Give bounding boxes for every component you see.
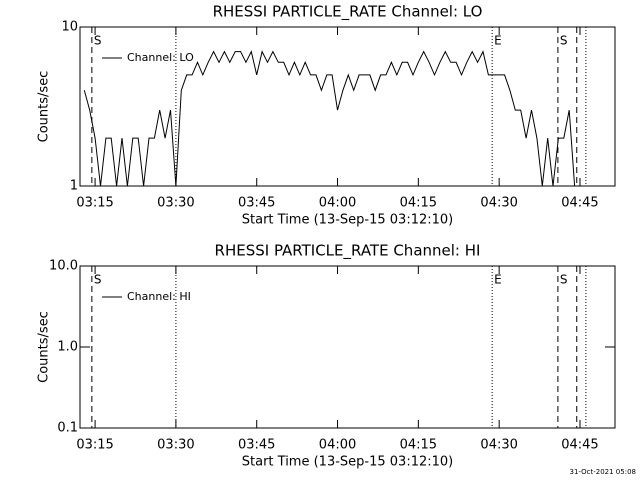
x-tick-label: 04:15 (400, 196, 437, 211)
y-axis-label: Counts/sec (37, 311, 52, 383)
x-tick-label: 03:15 (76, 438, 113, 453)
chart-title: RHESSI PARTICLE_RATE Channel: HI (215, 242, 481, 261)
footer: 31-Oct-2021 05:08 (570, 468, 636, 476)
x-tick-label: 03:30 (157, 438, 194, 453)
y-tick-label: 1 (70, 179, 78, 194)
event-label: S (560, 34, 568, 48)
event-label: S (94, 34, 102, 48)
x-tick-label: 04:15 (400, 438, 437, 453)
x-tick-label: 04:30 (480, 196, 517, 211)
legend-label: Channel: LO (127, 51, 194, 64)
y-tick-label: 1.0 (57, 340, 78, 355)
y-axis-label: Counts/sec (37, 71, 52, 143)
data-line (83, 50, 576, 187)
plot-frame (79, 26, 616, 187)
x-tick-label: 03:30 (157, 196, 194, 211)
x-tick-label: 04:30 (480, 438, 517, 453)
x-tick-label: 04:00 (319, 438, 356, 453)
x-axis-label: Start Time (13-Sep-15 03:12:10) (242, 455, 453, 470)
chart-title: RHESSI PARTICLE_RATE Channel: LO (213, 3, 483, 22)
x-axis-label: Start Time (13-Sep-15 03:12:10) (242, 213, 453, 228)
x-tick-label: 03:15 (76, 196, 113, 211)
event-label: E (494, 273, 502, 287)
x-tick-label: 04:45 (561, 196, 598, 211)
event-label: S (560, 273, 568, 287)
y-tick-label: 10 (61, 20, 78, 35)
legend-label: Channel: HI (127, 290, 191, 303)
x-tick-label: 03:45 (238, 196, 275, 211)
y-tick-label: 0.1 (57, 421, 78, 436)
event-label: S (94, 273, 102, 287)
event-label: E (494, 34, 502, 48)
x-tick-label: 04:00 (319, 196, 356, 211)
y-tick-label: 10.0 (49, 259, 78, 274)
x-tick-label: 03:45 (238, 438, 275, 453)
x-tick-label: 04:45 (561, 438, 598, 453)
